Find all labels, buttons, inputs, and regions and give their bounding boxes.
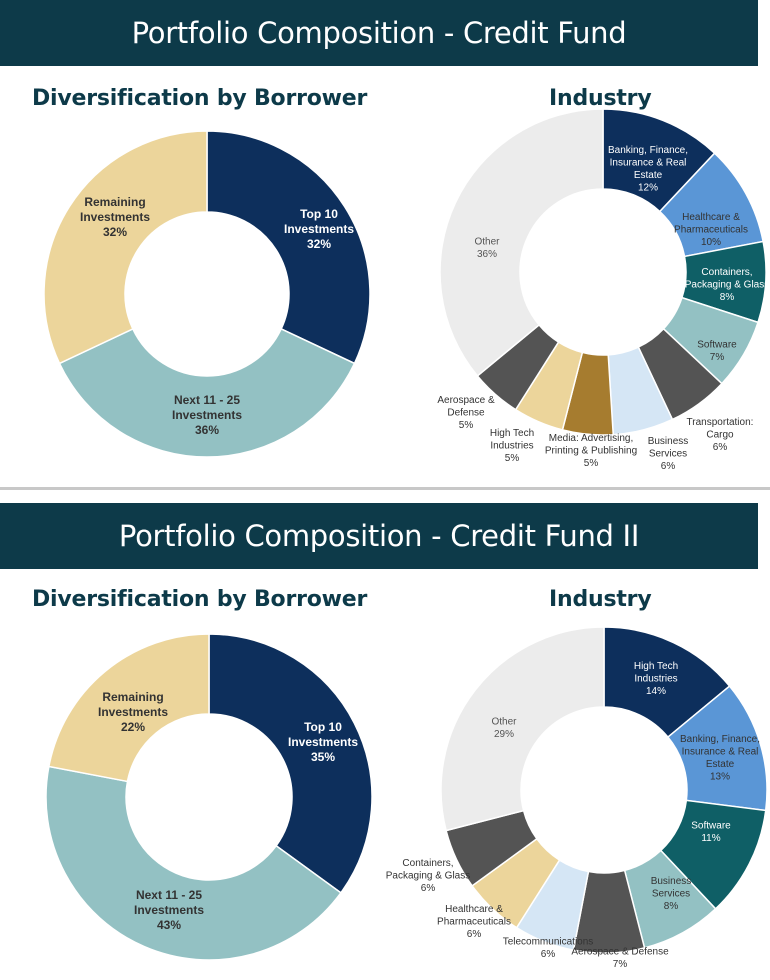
slice-top-10 xyxy=(206,130,371,365)
donut-chart-2: Top 10 Investments 35% Next 11 - 25 Investme… xyxy=(45,633,373,961)
industry-heading-credit-fund: Industry xyxy=(549,86,652,111)
slice-other xyxy=(439,108,604,377)
data-label-banking-finance: Banking, Finance, Insurance & Real Estate 1… xyxy=(608,145,688,194)
data-label-top-10: Top 10 Investments 35% xyxy=(288,720,358,764)
donut-chart-1: Banking, Finance, Insurance & Real Estate 1… xyxy=(437,108,770,472)
slice-top-10 xyxy=(208,633,373,894)
section-title-credit-fund-ii: Portfolio Composition - Credit Fund II xyxy=(0,503,758,569)
data-label-transportation: Transportation: Cargo 6% xyxy=(687,417,754,453)
data-label-next-11-25: Next 11 - 25 Investments 36% xyxy=(172,393,242,437)
donut-chart-3: High Tech Industries 14% Banking, Finance, I… xyxy=(386,626,768,970)
data-label-aerospace: Aerospace & Defense 5% xyxy=(437,395,495,431)
data-label-high-tech: High Tech Industries 5% xyxy=(490,428,534,464)
data-label-software: Software 7% xyxy=(697,339,737,363)
data-label-other: Other 29% xyxy=(491,716,517,740)
data-label-containers: Containers, Packaging & Glass 6% xyxy=(386,858,471,894)
donut-chart-0: Top 10 Investments 32% Next 11 - 25 Investme… xyxy=(43,130,371,458)
data-label-remaining: Remaining Investments 22% xyxy=(98,690,168,734)
data-label-banking-finance: Banking, Finance, Insurance & Real Estate 1… xyxy=(680,734,760,783)
data-label-telecommunications: Telecommunications 6% xyxy=(503,936,594,960)
slice-remaining xyxy=(43,130,208,365)
data-label-remaining: Remaining Investments 32% xyxy=(80,195,150,239)
borrower-heading-credit-fund: Diversification by Borrower xyxy=(32,86,368,111)
data-label-healthcare: Healthcare & Pharmaceuticals 6% xyxy=(437,904,511,940)
data-label-software: Software 11% xyxy=(691,820,731,844)
data-label-top-10: Top 10 Investments 32% xyxy=(284,207,354,251)
data-label-media-advertising: Media: Advertising, Printing & Publishing… xyxy=(545,433,637,469)
data-label-aerospace-defense: Aerospace & Defense 7% xyxy=(571,946,669,970)
data-label-business: Business Services 8% xyxy=(651,876,692,912)
slice-other xyxy=(440,626,605,832)
data-label-next-11-25: Next 11 - 25 Investments 43% xyxy=(134,888,204,932)
borrower-heading-credit-fund-ii: Diversification by Borrower xyxy=(32,587,368,612)
slice-remaining xyxy=(48,633,210,783)
data-label-business: Business Services 6% xyxy=(648,436,689,472)
industry-heading-credit-fund-ii: Industry xyxy=(549,587,652,612)
section-title-credit-fund: Portfolio Composition - Credit Fund xyxy=(0,0,758,66)
data-label-high-tech: High Tech Industries 14% xyxy=(634,661,678,697)
data-label-other: Other 36% xyxy=(474,236,500,260)
slice-next-11-25 xyxy=(58,327,356,458)
data-label-containers: Containers, Packaging & Glass 8% xyxy=(685,267,770,303)
section-divider xyxy=(0,487,770,490)
data-label-healthcare: Healthcare & Pharmaceuticals 10% xyxy=(674,212,748,248)
slice-next-11-25 xyxy=(45,765,342,961)
